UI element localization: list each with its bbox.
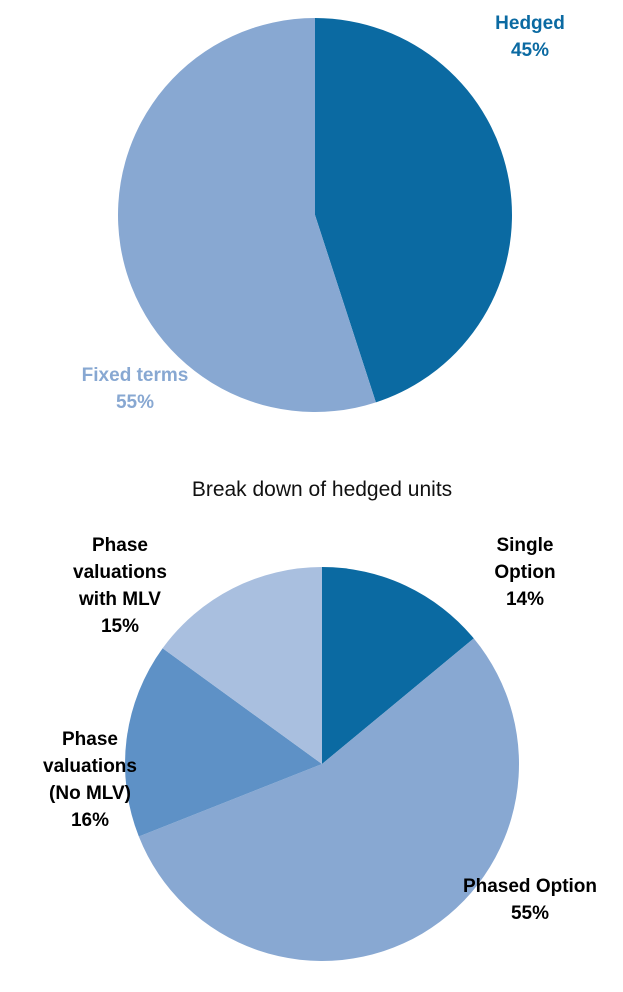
pie-slice — [162, 567, 322, 764]
pie-slice — [138, 638, 520, 962]
slice-label: Single Option 14% — [475, 532, 575, 613]
slice-label: Phased Option 55% — [430, 873, 623, 927]
pie-slice — [322, 567, 474, 764]
value-label: 55% — [510, 903, 550, 924]
slice-label: Phase valuations (No MLV) 16% — [35, 726, 145, 834]
value-label: 45% — [510, 40, 550, 61]
slice-label: Hedged 45% — [470, 10, 590, 64]
category-label: Phase valuations (No MLV) — [43, 729, 137, 804]
value-label: 16% — [70, 810, 110, 831]
category-label: Phased Option — [462, 876, 598, 897]
pie-slice — [117, 18, 376, 412]
category-label: Fixed terms — [81, 365, 189, 386]
chart-title: Break down of hedged units — [191, 478, 453, 501]
pie-slice — [124, 648, 322, 837]
slice-label: Fixed terms 55% — [60, 362, 210, 416]
pie-slice — [315, 18, 512, 403]
value-label: 55% — [115, 392, 155, 413]
category-label: Hedged — [495, 13, 565, 34]
slice-label: Phase valuations with MLV 15% — [60, 532, 180, 640]
value-label: 14% — [505, 589, 545, 610]
category-label: Phase valuations with MLV — [73, 535, 167, 610]
category-label: Single Option — [494, 535, 556, 583]
value-label: 15% — [100, 616, 140, 637]
